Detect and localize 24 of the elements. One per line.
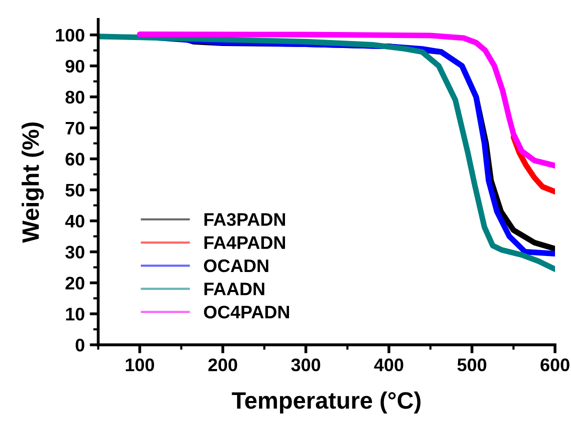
y-tick-label: 70 bbox=[66, 122, 84, 135]
y-tick-label: 50 bbox=[65, 184, 84, 197]
legend-label: FAADN bbox=[204, 282, 264, 296]
x-tick-label: 200 bbox=[208, 358, 238, 372]
y-tick-label: 80 bbox=[66, 90, 84, 104]
y-axis-title: Weight (%) bbox=[22, 122, 44, 243]
x-axis-title: Temperature (°C) bbox=[232, 391, 420, 414]
y-tick-label: 90 bbox=[66, 60, 84, 73]
y-tick-label: 60 bbox=[66, 152, 84, 166]
y-tick-label: 40 bbox=[65, 214, 84, 228]
x-tick-label: 400 bbox=[374, 358, 404, 372]
legend-label: FA3PADN bbox=[204, 213, 285, 226]
y-tick-label: 100 bbox=[56, 28, 84, 42]
legend-label: OC4PADN bbox=[204, 306, 289, 318]
legend-label: FA4PADN bbox=[204, 236, 285, 249]
y-tick-label: 20 bbox=[66, 276, 84, 290]
x-tick-label: 600 bbox=[540, 358, 570, 372]
y-tick-label: 30 bbox=[65, 246, 84, 259]
y-tick-label: 10 bbox=[66, 308, 84, 321]
x-tick-label: 100 bbox=[126, 358, 154, 372]
y-tick-label: 0 bbox=[76, 338, 84, 352]
x-tick-label: 500 bbox=[457, 358, 486, 372]
x-tick-label: 300 bbox=[291, 358, 320, 372]
legend-label: OCADN bbox=[204, 259, 268, 272]
